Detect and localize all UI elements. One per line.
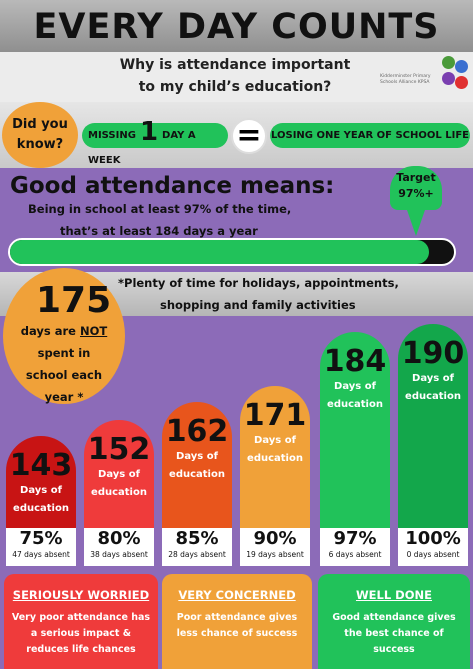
column-percent-box: 75% 47 days absent bbox=[6, 528, 76, 566]
column-days-absent: 19 days absent bbox=[246, 550, 304, 559]
plenty-line-1: *Plenty of time for holidays, appointmen… bbox=[118, 276, 399, 290]
column-percent: 100% bbox=[405, 528, 461, 549]
card-very-concerned: VERY CONCERNED Poor attendance gives less… bbox=[162, 574, 312, 669]
subtitle-band bbox=[0, 52, 473, 102]
did-you-know-badge: Did you know? bbox=[2, 102, 78, 168]
column-label-1: Days of bbox=[176, 451, 218, 462]
column-label-1: Days of bbox=[412, 373, 454, 384]
card-text: Poor attendance gives less chance of suc… bbox=[176, 612, 298, 639]
losing-pill: LOSING ONE YEAR OF SCHOOL LIFE bbox=[270, 123, 470, 148]
column-label-2: education bbox=[405, 391, 461, 402]
column-days-absent: 38 days absent bbox=[90, 550, 148, 559]
card-heading: SERIOUSLY WORRIED bbox=[12, 588, 150, 602]
column-days-absent: 0 days absent bbox=[406, 550, 460, 559]
column-percent-box: 80% 38 days absent bbox=[84, 528, 154, 566]
column-days-absent: 47 days absent bbox=[12, 550, 70, 559]
column-days-number: 143 bbox=[9, 448, 73, 483]
column-label-1: Days of bbox=[334, 381, 376, 392]
plenty-text: *Plenty of time for holidays, appointmen… bbox=[118, 272, 448, 316]
column-days-number: 184 bbox=[323, 344, 387, 379]
logo-dot-red bbox=[455, 76, 468, 89]
column-days-number: 171 bbox=[243, 398, 307, 433]
column-171: 171 Days of education bbox=[240, 386, 310, 528]
column-143: 143 Days of education bbox=[6, 436, 76, 528]
days-not-spent-text: days are NOT spent in school each year * bbox=[14, 320, 114, 408]
column-162: 162 Days of education bbox=[162, 402, 232, 528]
subtitle: Why is attendance important to my child’… bbox=[80, 54, 390, 98]
page-title: EVERY DAY COUNTS bbox=[0, 0, 473, 52]
logo-dot-green bbox=[442, 56, 455, 69]
not-spent-line-2: spent in bbox=[37, 346, 91, 360]
target-progress-fill bbox=[10, 240, 429, 264]
not-spent-not: NOT bbox=[79, 324, 108, 338]
card-text: Very poor attendance has a serious impac… bbox=[11, 612, 151, 655]
column-percent-box: 97% 6 days absent bbox=[320, 528, 390, 566]
not-spent-line-3: school each bbox=[25, 368, 103, 382]
target-arrow-icon bbox=[407, 210, 425, 236]
column-percent: 75% bbox=[19, 528, 63, 549]
logo-dot-blue bbox=[455, 60, 468, 73]
days-not-spent-number: 175 bbox=[36, 280, 112, 321]
column-190: 190 Days of education bbox=[398, 324, 468, 528]
column-label-2: education bbox=[13, 503, 69, 514]
good-attendance-heading: Good attendance means: bbox=[10, 173, 335, 199]
column-days-number: 162 bbox=[165, 414, 229, 449]
equals-icon: = bbox=[231, 118, 267, 154]
column-152: 152 Days of education bbox=[84, 420, 154, 528]
days-not-spent-circle bbox=[3, 268, 125, 404]
column-184: 184 Days of education bbox=[320, 332, 390, 528]
missing-pill: MISSING 1 DAY A WEEK bbox=[82, 116, 228, 166]
did-you-know-line-1: Did you bbox=[12, 117, 68, 132]
column-percent: 85% bbox=[175, 528, 219, 549]
card-heading: WELL DONE bbox=[355, 588, 432, 602]
column-percent-box: 85% 28 days absent bbox=[162, 528, 232, 566]
school-logo bbox=[440, 54, 470, 100]
subtitle-line-1: Why is attendance important bbox=[119, 57, 351, 73]
column-label-1: Days of bbox=[254, 435, 296, 446]
card-text: Good attendance gives the best chance of… bbox=[332, 612, 456, 655]
good-line-2: that’s at least 184 days a year bbox=[60, 224, 258, 238]
subtitle-line-2: to my child’s education? bbox=[138, 79, 332, 95]
missing-right: DAY A WEEK bbox=[88, 130, 196, 166]
card-seriously-worried: SERIOUSLY WORRIED Very poor attendance ha… bbox=[4, 574, 158, 669]
column-percent: 90% bbox=[253, 528, 297, 549]
column-percent: 97% bbox=[333, 528, 377, 549]
good-line-1: Being in school at least 97% of the time… bbox=[28, 202, 292, 216]
column-label-1: Days of bbox=[98, 469, 140, 480]
not-spent-line-1: days are bbox=[20, 324, 76, 338]
did-you-know-line-2: know? bbox=[16, 137, 64, 152]
logo-dot-purple bbox=[442, 72, 455, 85]
card-heading: VERY CONCERNED bbox=[178, 588, 296, 602]
column-label-2: education bbox=[91, 487, 147, 498]
not-spent-line-4: year * bbox=[44, 390, 84, 404]
column-days-number: 190 bbox=[401, 336, 465, 371]
column-percent: 80% bbox=[97, 528, 141, 549]
column-percent-box: 90% 19 days absent bbox=[240, 528, 310, 566]
plenty-line-2: shopping and family activities bbox=[160, 298, 356, 312]
column-days-absent: 6 days absent bbox=[328, 550, 382, 559]
school-name: Kidderminster Primary Schools Alliance K… bbox=[380, 74, 431, 85]
column-days-absent: 28 days absent bbox=[168, 550, 226, 559]
card-well-done: WELL DONE Good attendance gives the best … bbox=[318, 574, 470, 669]
missing-left: MISSING bbox=[88, 130, 136, 141]
column-label-2: education bbox=[327, 399, 383, 410]
column-label-1: Days of bbox=[20, 485, 62, 496]
target-label: Target bbox=[396, 171, 436, 184]
column-label-2: education bbox=[169, 469, 225, 480]
column-label-2: education bbox=[247, 453, 303, 464]
column-days-number: 152 bbox=[87, 432, 151, 467]
column-percent-box: 100% 0 days absent bbox=[398, 528, 468, 566]
missing-number: 1 bbox=[139, 116, 159, 147]
good-attendance-text: Being in school at least 97% of the time… bbox=[28, 198, 308, 242]
target-badge: Target 97%+ bbox=[390, 166, 442, 210]
target-value: 97%+ bbox=[398, 187, 434, 200]
